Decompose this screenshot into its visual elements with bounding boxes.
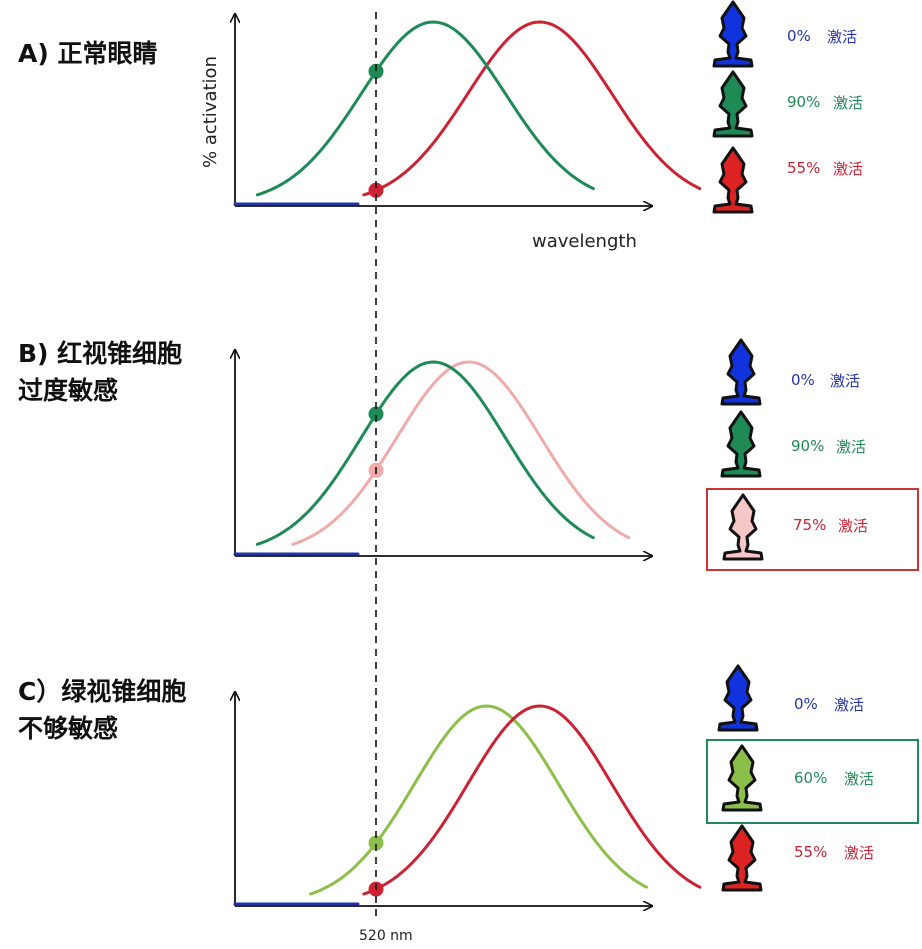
red-cone-cell: 75% 激活	[722, 493, 868, 561]
blue-cone-activation-word: 激活	[834, 696, 864, 714]
blue-cone-icon	[717, 664, 759, 732]
green-cone-curve	[309, 704, 648, 896]
red-cone-percent: 55%	[794, 843, 827, 861]
green-activation-point	[368, 406, 384, 422]
red-cone-icon	[712, 146, 754, 214]
panel-c-title-line-2: 不够敏感	[18, 714, 118, 743]
green-cone-cell: 90% 激活	[712, 70, 863, 138]
red-cone-highlight-box	[706, 488, 919, 571]
red-cone-cell: 55% 激活	[721, 824, 874, 892]
red-cone-cell: 55% 激活	[712, 146, 863, 214]
red-cone-icon	[721, 824, 763, 892]
blue-cone-icon	[720, 338, 762, 406]
panel-b-title-line-2: 过度敏感	[18, 376, 118, 405]
green-cone-cell: 60% 激活	[721, 744, 874, 812]
green-cone-curve	[255, 360, 595, 546]
red-cone-activation-word: 激活	[844, 844, 874, 862]
panel-a: A) 正常眼睛 % activation wavelength 0% 激活 90…	[18, 0, 863, 252]
green-cone-icon	[720, 410, 762, 478]
green-cone-activation-word: 激活	[844, 770, 874, 788]
panel-b-title-line-1: B) 红视锥细胞	[18, 339, 182, 368]
red-cone-icon	[722, 493, 764, 561]
panel-b: B) 红视锥细胞 过度敏感 0% 激活 90% 激活	[18, 338, 919, 571]
blue-cone-percent: 0%	[794, 695, 818, 713]
green-cone-activation-word: 激活	[836, 438, 866, 456]
blue-cone-activation-word: 激活	[827, 28, 857, 46]
green-cone-percent: 90%	[791, 437, 824, 455]
panel-c: C）绿视锥细胞 不够敏感 0% 激活 60% 激活	[18, 664, 919, 906]
blue-cone-cell: 0% 激活	[712, 0, 857, 68]
green-activation-point	[368, 835, 384, 851]
panel-a-title: A) 正常眼睛	[18, 39, 157, 68]
blue-cone-cell: 0% 激活	[717, 664, 864, 732]
green-cone-cell: 90% 激活	[720, 410, 866, 478]
red-cone-activation-word: 激活	[833, 160, 863, 178]
panel-b-cells: 0% 激活 90% 激活 75% 激活	[706, 338, 919, 571]
y-axis-label: % activation	[200, 56, 221, 168]
red-cone-curve	[362, 20, 702, 197]
red-cone-percent: 55%	[787, 159, 820, 177]
green-cone-highlight-box	[706, 739, 919, 824]
panel-c-title-line-1: C）绿视锥细胞	[18, 677, 186, 706]
red-cone-curve	[362, 704, 702, 896]
red-cone-activation-word: 激活	[838, 517, 868, 535]
blue-cone-activation-word: 激活	[830, 372, 860, 390]
green-cone-icon	[721, 744, 763, 812]
red-cone-curve	[291, 360, 631, 546]
blue-cone-icon	[712, 0, 754, 68]
green-cone-percent: 60%	[794, 769, 827, 787]
red-activation-point	[368, 182, 384, 198]
green-cone-icon	[712, 70, 754, 138]
green-activation-point	[368, 63, 384, 79]
x-axis-label: wavelength	[532, 231, 637, 252]
red-cone-percent: 75%	[793, 516, 826, 534]
blue-cone-percent: 0%	[787, 27, 811, 45]
green-cone-curve	[255, 20, 595, 197]
blue-cone-percent: 0%	[791, 371, 815, 389]
panel-c-cells: 0% 激活 60% 激活 55% 激活	[706, 664, 919, 892]
520nm-marker-label: 520 nm	[359, 928, 413, 944]
green-cone-activation-word: 激活	[833, 94, 863, 112]
panel-a-cells: 0% 激活 90% 激活 55% 激活	[712, 0, 863, 214]
panel-b-chart	[235, 350, 652, 556]
green-cone-percent: 90%	[787, 93, 820, 111]
blue-cone-cell: 0% 激活	[720, 338, 860, 406]
panel-c-chart	[235, 692, 702, 906]
panel-a-chart: % activation wavelength	[200, 14, 702, 252]
